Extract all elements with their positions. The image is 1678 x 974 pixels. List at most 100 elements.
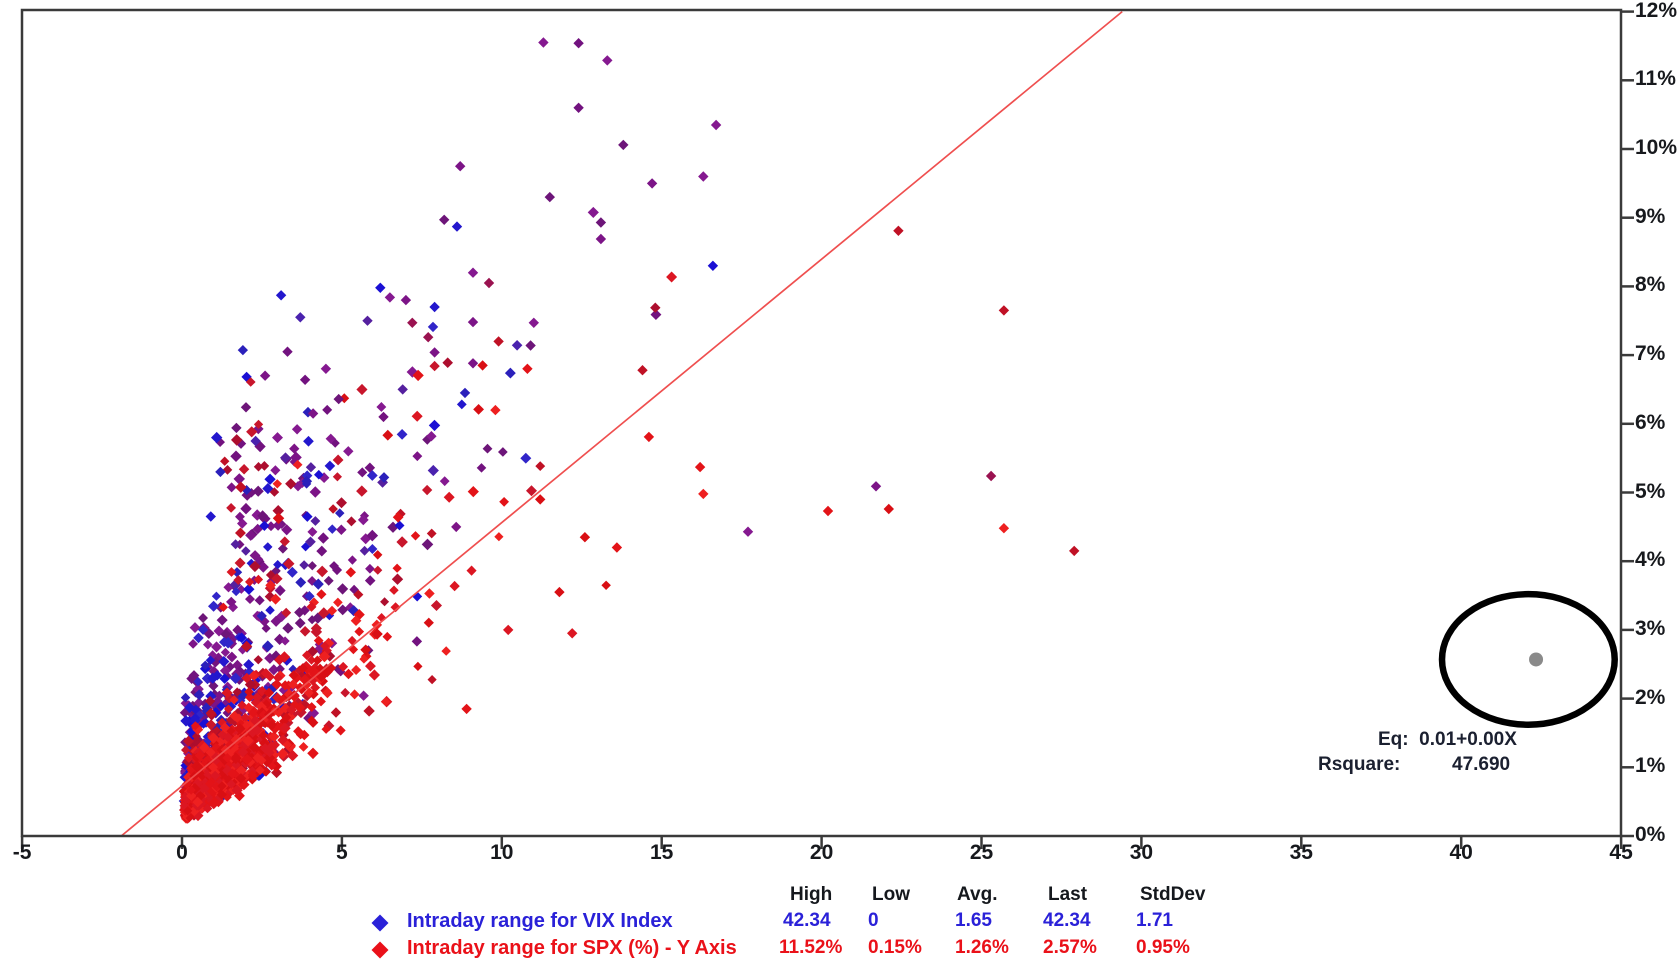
- highlight-ellipse: [1438, 590, 1618, 728]
- scatter-point: [281, 712, 292, 723]
- equation-text: Eq: 0.01+0.00X: [1378, 729, 1517, 751]
- scatter-point: [181, 745, 190, 755]
- scatter-point: [710, 119, 722, 131]
- scatter-point: [197, 624, 209, 635]
- scatter-point: [282, 740, 292, 750]
- scatter-point: [307, 408, 319, 419]
- scatter-point: [451, 521, 462, 533]
- y-tick-label: 10%: [1635, 136, 1678, 159]
- scatter-point: [426, 431, 437, 442]
- scatter-point: [511, 340, 523, 351]
- scatter-point: [365, 563, 375, 574]
- scatter-point: [329, 561, 339, 571]
- scatter-point: [328, 504, 338, 514]
- scatter-point: [226, 503, 236, 513]
- scatter-point: [306, 601, 317, 612]
- scatter-point: [336, 524, 347, 535]
- scatter-point: [183, 806, 193, 816]
- scatter-point: [276, 610, 288, 622]
- y-tick-label: 11%: [1635, 67, 1676, 91]
- scatter-point: [219, 722, 230, 733]
- scatter-point: [190, 721, 200, 731]
- scatter-point: [261, 623, 271, 633]
- scatter-point: [595, 233, 607, 245]
- scatter-point: [245, 377, 256, 387]
- scatter-point: [318, 607, 330, 619]
- scatter-point: [179, 800, 190, 811]
- scatter-point: [205, 707, 217, 719]
- scatter-point: [998, 523, 1010, 534]
- scatter-point: [256, 610, 267, 622]
- scatter-point: [211, 431, 223, 444]
- scatter-point: [191, 760, 203, 773]
- scatter-point: [290, 451, 302, 464]
- scatter-point: [466, 565, 477, 576]
- scatter-point: [499, 497, 509, 507]
- scatter-point: [231, 422, 242, 434]
- scatter-point: [286, 704, 297, 716]
- scatter-point: [274, 654, 285, 665]
- scatter-point: [245, 577, 255, 587]
- scatter-point: [222, 637, 234, 649]
- scatter-point: [367, 544, 378, 554]
- scatter-point: [186, 785, 196, 795]
- scatter-point: [343, 446, 354, 457]
- scatter-point: [400, 294, 412, 306]
- scatter-point: [429, 347, 440, 358]
- scatter-point: [245, 756, 256, 767]
- scatter-point: [348, 644, 359, 655]
- scatter-point: [299, 560, 309, 570]
- scatter-point: [205, 655, 216, 665]
- scatter-point: [217, 766, 228, 777]
- vix-low: 0: [868, 910, 879, 931]
- scatter-point: [231, 434, 243, 446]
- scatter-point: [354, 626, 365, 637]
- scatter-point: [233, 473, 245, 485]
- scatter-point: [183, 735, 194, 747]
- scatter-point: [287, 679, 298, 690]
- scatter-point: [179, 707, 190, 718]
- scatter-point: [323, 575, 334, 586]
- scatter-point: [456, 399, 467, 410]
- scatter-point: [190, 737, 201, 747]
- scatter-point: [526, 485, 537, 497]
- scatter-point: [365, 660, 376, 672]
- scatter-point: [273, 673, 283, 683]
- scatter-point: [282, 622, 294, 634]
- scatter-point: [252, 692, 263, 703]
- scatter-point: [544, 191, 555, 203]
- scatter-point: [247, 770, 257, 780]
- scatter-point: [306, 655, 317, 665]
- scatter-point: [332, 472, 342, 482]
- scatter-point: [327, 605, 338, 616]
- scatter-point: [316, 589, 327, 600]
- scatter-point: [256, 755, 267, 766]
- scatter-point: [281, 607, 292, 618]
- spx-avg: 1.26%: [955, 937, 1009, 958]
- scatter-point: [307, 747, 319, 760]
- scatter-point: [314, 469, 324, 480]
- scatter-point: [266, 521, 276, 532]
- scatter-point: [215, 466, 226, 478]
- scatter-point: [330, 438, 340, 448]
- scatter-point: [230, 752, 242, 764]
- scatter-point: [343, 668, 354, 680]
- scatter-point: [205, 779, 215, 789]
- scatter-point: [309, 486, 321, 498]
- scatter-point: [361, 651, 372, 662]
- scatter-point: [333, 597, 343, 608]
- scatter-point: [359, 654, 369, 664]
- scatter-point: [461, 703, 472, 715]
- scatter-point: [229, 672, 242, 684]
- scatter-point: [985, 470, 997, 482]
- scatter-point: [522, 363, 533, 374]
- scatter-point: [392, 563, 402, 573]
- scatter-point: [321, 666, 333, 678]
- scatter-point: [375, 282, 386, 293]
- scatter-point: [345, 567, 356, 578]
- scatter-point: [407, 317, 418, 328]
- scatter-point: [504, 367, 516, 379]
- scatter-point: [244, 687, 254, 697]
- scatter-point: [265, 580, 276, 591]
- scatter-point: [259, 461, 270, 471]
